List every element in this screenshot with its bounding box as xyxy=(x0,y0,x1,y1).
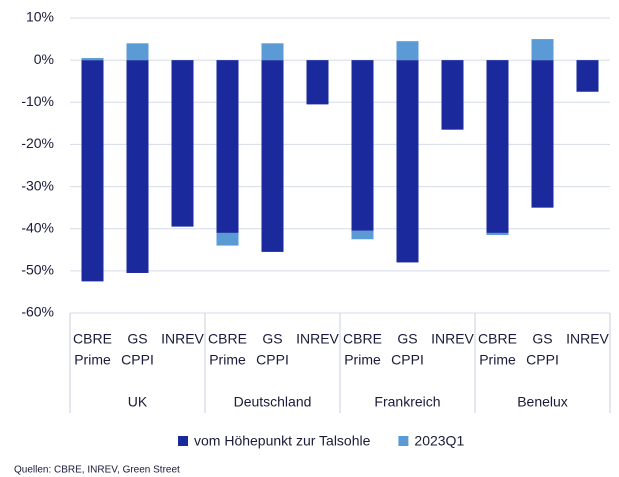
bar xyxy=(351,230,374,240)
y-tick-label: -20% xyxy=(21,135,54,151)
y-tick-label: 10% xyxy=(26,9,54,25)
x-tick-label: INREV xyxy=(296,331,339,347)
legend-label: 2023Q1 xyxy=(414,433,464,449)
x-tick-label: INREV xyxy=(161,331,204,347)
x-tick-label: GS xyxy=(532,331,552,347)
x-tick-label: CPPI xyxy=(256,352,289,368)
bar xyxy=(261,60,284,252)
group-label: Benelux xyxy=(517,394,568,410)
group-label: Frankreich xyxy=(374,394,440,410)
x-tick-label: GS xyxy=(262,331,282,347)
bar xyxy=(306,60,329,105)
x-tick-label: CBRE xyxy=(208,331,247,347)
x-tick-label: GS xyxy=(127,331,147,347)
y-tick-label: -60% xyxy=(21,304,54,320)
bar xyxy=(216,232,239,246)
group-label: UK xyxy=(128,394,148,410)
y-tick-label: -30% xyxy=(21,177,54,193)
bar xyxy=(171,60,194,227)
bar xyxy=(576,60,599,92)
bar xyxy=(351,60,374,231)
bar xyxy=(81,60,104,282)
legend-swatch xyxy=(178,436,188,446)
group-label: Deutschland xyxy=(234,394,312,410)
bar xyxy=(396,60,419,263)
x-tick-label: Prime xyxy=(209,352,246,368)
x-tick-label: CBRE xyxy=(343,331,382,347)
bar xyxy=(531,60,554,208)
legend-swatch xyxy=(398,436,409,446)
y-tick-label: 0% xyxy=(34,51,54,67)
bar xyxy=(81,58,104,61)
bar xyxy=(531,39,554,61)
y-tick-label: -10% xyxy=(21,93,54,109)
x-tick-label: CPPI xyxy=(121,352,154,368)
x-tick-label: INREV xyxy=(566,331,609,347)
bar xyxy=(126,43,149,61)
y-tick-label: -40% xyxy=(21,219,54,235)
bar xyxy=(261,43,284,61)
bar xyxy=(441,60,464,130)
bar xyxy=(486,60,509,233)
x-tick-label: CPPI xyxy=(526,352,559,368)
x-tick-label: CBRE xyxy=(73,331,112,347)
x-tick-label: CBRE xyxy=(478,331,517,347)
x-tick-label: CPPI xyxy=(391,352,424,368)
bar xyxy=(126,60,149,273)
x-tick-label: Prime xyxy=(479,352,516,368)
source-note: Quellen: CBRE, INREV, Green Street xyxy=(14,465,180,476)
y-tick-label: -50% xyxy=(21,262,54,278)
bar xyxy=(486,232,509,236)
x-tick-label: Prime xyxy=(344,352,381,368)
bar xyxy=(396,41,419,61)
bar xyxy=(216,60,239,233)
x-tick-label: INREV xyxy=(431,331,474,347)
x-tick-label: GS xyxy=(397,331,417,347)
legend-label: vom Höhepunkt zur Talsohle xyxy=(194,433,371,449)
x-tick-label: Prime xyxy=(74,352,111,368)
